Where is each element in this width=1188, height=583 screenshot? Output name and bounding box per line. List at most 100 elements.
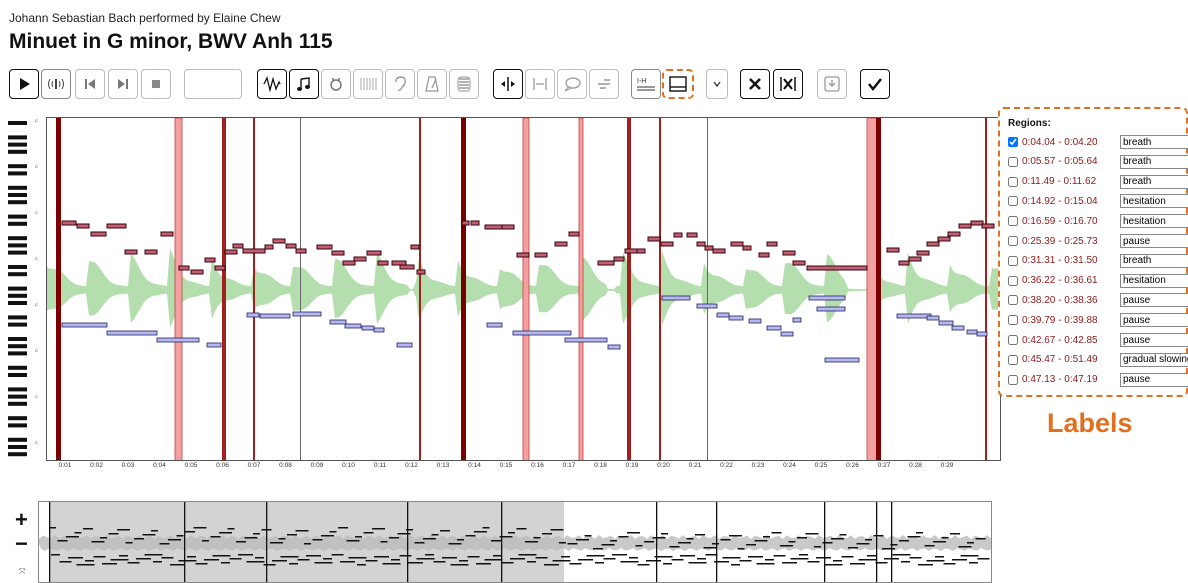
region-time[interactable]: 0:38.20 - 0:38.36 <box>1022 294 1098 306</box>
region-label-input[interactable] <box>1120 253 1188 268</box>
listen-toggle[interactable] <box>385 69 415 99</box>
dynamics-toggle[interactable] <box>449 69 479 99</box>
region-label-input[interactable] <box>1120 154 1188 169</box>
note-treble <box>160 231 174 237</box>
region-time[interactable]: 0:42.67 - 0:42.85 <box>1022 334 1098 346</box>
overview-note <box>476 563 491 565</box>
save-button[interactable] <box>817 69 847 99</box>
overview-note <box>491 540 501 542</box>
note-treble <box>416 269 426 275</box>
time-field[interactable] <box>184 69 242 99</box>
overview-note <box>586 555 605 557</box>
region-checkbox[interactable] <box>1008 295 1018 306</box>
align-button[interactable] <box>589 69 619 99</box>
time-tick-label: 0:08 <box>279 462 292 469</box>
region-label-input[interactable] <box>1120 372 1188 387</box>
region-time[interactable]: 0:16.59 - 0:16.70 <box>1022 215 1098 227</box>
piano-keyboard[interactable]: C8 C7 C6 C5 C4 C3 C2 C1 <box>8 117 38 461</box>
region-label-input[interactable] <box>1120 135 1188 149</box>
time-tick-label: 0:12 <box>405 462 418 469</box>
region-checkbox[interactable] <box>1008 216 1018 227</box>
note-treble <box>712 248 726 254</box>
dropdown-button[interactable] <box>706 69 728 99</box>
region-label-input[interactable] <box>1120 313 1188 328</box>
overview-note <box>627 532 640 534</box>
overview-note <box>901 561 910 563</box>
region-label-input[interactable] <box>1120 194 1188 209</box>
add-boundary-button[interactable] <box>493 69 523 99</box>
region-checkbox[interactable] <box>1008 315 1018 326</box>
delete-all-button[interactable] <box>773 69 803 99</box>
region-time[interactable]: 0:14.92 - 0:15.04 <box>1022 195 1098 207</box>
region-label-input[interactable] <box>1120 333 1188 347</box>
harmonics-toggle[interactable] <box>321 69 351 99</box>
zoom-in-button[interactable]: + <box>15 507 28 532</box>
overview-note <box>926 560 945 562</box>
waveform-toggle[interactable] <box>257 69 287 99</box>
region-checkbox[interactable] <box>1008 354 1018 365</box>
region-time[interactable]: 0:36.22 - 0:36.61 <box>1022 275 1098 287</box>
segment-button[interactable] <box>525 69 555 99</box>
region-time[interactable]: 0:05.57 - 0:05.64 <box>1022 156 1098 168</box>
region-checkbox[interactable] <box>1008 275 1018 286</box>
region-label-input[interactable] <box>1120 273 1188 288</box>
time-tick-label: 0:26 <box>846 462 859 469</box>
region-checkbox[interactable] <box>1008 255 1018 266</box>
overview-timeline[interactable] <box>38 501 992 583</box>
overview-note <box>212 555 231 557</box>
skip-forward-button[interactable] <box>108 69 138 99</box>
region-checkbox[interactable] <box>1008 236 1018 246</box>
region-checkbox[interactable] <box>1008 156 1018 167</box>
overview-boundary <box>501 502 503 582</box>
overview-note <box>397 533 411 535</box>
notes-toggle[interactable] <box>289 69 319 99</box>
region-checkbox[interactable] <box>1008 137 1018 147</box>
beats-toggle[interactable] <box>353 69 383 99</box>
overview-canvas[interactable] <box>39 502 992 583</box>
label-panel-button[interactable] <box>662 69 694 99</box>
piano-roll-canvas[interactable] <box>47 118 1001 461</box>
region-checkbox[interactable] <box>1008 374 1018 385</box>
region-time[interactable]: 0:31.31 - 0:31.50 <box>1022 255 1098 267</box>
zoom-out-button[interactable]: − <box>15 531 28 556</box>
annotate-button[interactable] <box>557 69 587 99</box>
tempo-toggle[interactable] <box>417 69 447 99</box>
overview-note <box>737 548 745 550</box>
octave-label: C7 <box>35 164 38 169</box>
stop-button[interactable] <box>141 69 171 99</box>
note-treble <box>61 220 77 226</box>
label-grid-button[interactable]: I-H <box>631 69 661 99</box>
metronome-icon <box>425 76 439 92</box>
region-label-input[interactable] <box>1120 293 1188 308</box>
region-time[interactable]: 0:11.49 - 0:11.62 <box>1022 176 1097 188</box>
confirm-button[interactable] <box>860 69 890 99</box>
overview-note <box>756 563 775 565</box>
metronome-click-button[interactable] <box>41 69 71 99</box>
region-label-input[interactable] <box>1120 234 1188 248</box>
play-button[interactable] <box>9 69 39 99</box>
region-checkbox[interactable] <box>1008 176 1018 187</box>
region-time[interactable]: 0:25.39 - 0:25.73 <box>1022 235 1098 247</box>
overview-boundary <box>876 502 878 582</box>
region-row: 0:25.39 - 0:25.73 <box>1008 233 1188 249</box>
delete-button[interactable] <box>740 69 770 99</box>
skip-back-button[interactable] <box>75 69 105 99</box>
region-checkbox[interactable] <box>1008 196 1018 207</box>
region-checkbox[interactable] <box>1008 335 1018 345</box>
region-label-input[interactable] <box>1120 352 1188 367</box>
overview-note <box>365 560 378 562</box>
region-time[interactable]: 0:45.47 - 0:51.49 <box>1022 354 1098 366</box>
region-label-input[interactable] <box>1120 214 1188 229</box>
region-time[interactable]: 0:39.79 - 0:39.88 <box>1022 314 1098 326</box>
overview-note <box>221 562 230 564</box>
overview-note <box>618 536 629 538</box>
time-axis: 0:01 0:02 0:03 0:04 0:05 0:06 0:07 0:08 0:09 0:10… <box>38 462 993 474</box>
overview-note <box>890 544 898 546</box>
region-time[interactable]: 0:47.13 - 0:47.19 <box>1022 374 1098 386</box>
overview-note <box>958 546 972 548</box>
fit-view-icon[interactable]: ⤧ <box>19 567 26 576</box>
region-label-input[interactable] <box>1120 174 1188 189</box>
piano-roll-plot[interactable] <box>46 117 1001 461</box>
region-time[interactable]: 0:04.04 - 0:04.20 <box>1022 136 1098 148</box>
overview-note <box>967 542 974 544</box>
